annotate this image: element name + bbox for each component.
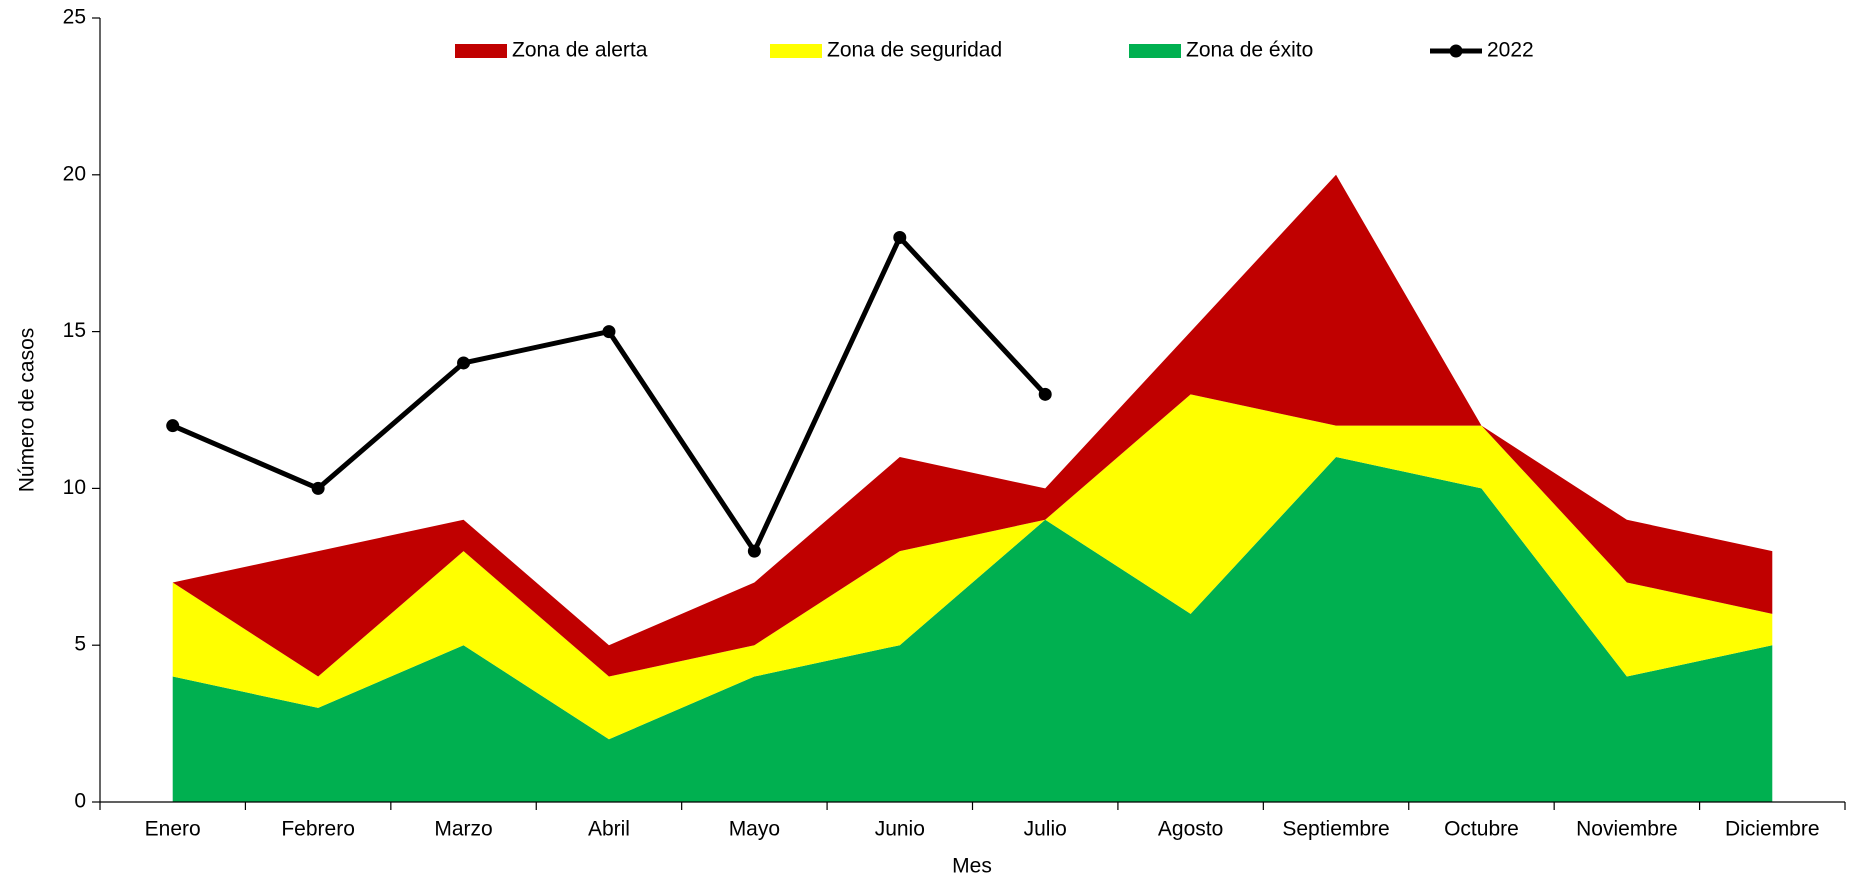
- marker: [166, 419, 180, 433]
- legend-label: Zona de seguridad: [827, 39, 1002, 62]
- x-tick-label: Agosto: [1158, 818, 1223, 841]
- legend-swatch: [770, 44, 822, 58]
- y-tick-label: 15: [63, 319, 86, 342]
- area: [172, 174, 1773, 677]
- y-tick-label: 20: [63, 162, 86, 185]
- marker: [893, 231, 907, 245]
- marker: [602, 325, 616, 339]
- legend-label: Zona de alerta: [512, 39, 648, 62]
- y-axis-title: Número de casos: [16, 328, 39, 493]
- x-tick-label: Febrero: [281, 818, 355, 841]
- marker: [311, 481, 325, 495]
- marker: [1038, 387, 1052, 401]
- legend-swatch: [455, 44, 507, 58]
- y-tick-label: 0: [74, 790, 86, 813]
- x-tick-label: Octubre: [1444, 818, 1519, 841]
- x-tick-label: Abril: [588, 818, 630, 841]
- x-tick-label: Mayo: [729, 818, 780, 841]
- x-tick-label: Julio: [1024, 818, 1067, 841]
- x-tick-label: Diciembre: [1725, 818, 1820, 841]
- marker: [457, 356, 471, 370]
- legend-label: 2022: [1487, 39, 1534, 62]
- x-tick-label: Junio: [875, 818, 925, 841]
- x-tick-label: Marzo: [434, 818, 492, 841]
- y-tick-label: 25: [63, 6, 86, 29]
- legend-swatch: [1449, 44, 1463, 58]
- x-axis-title: Mes: [952, 855, 992, 878]
- marker: [747, 544, 761, 558]
- y-tick-label: 10: [63, 476, 86, 499]
- legend-label: Zona de éxito: [1186, 39, 1313, 62]
- x-tick-label: Noviembre: [1576, 818, 1678, 841]
- legend-swatch: [1129, 44, 1181, 58]
- y-tick-label: 5: [74, 633, 86, 656]
- x-tick-label: Enero: [145, 818, 201, 841]
- x-tick-label: Septiembre: [1282, 818, 1389, 841]
- area: [172, 394, 1773, 740]
